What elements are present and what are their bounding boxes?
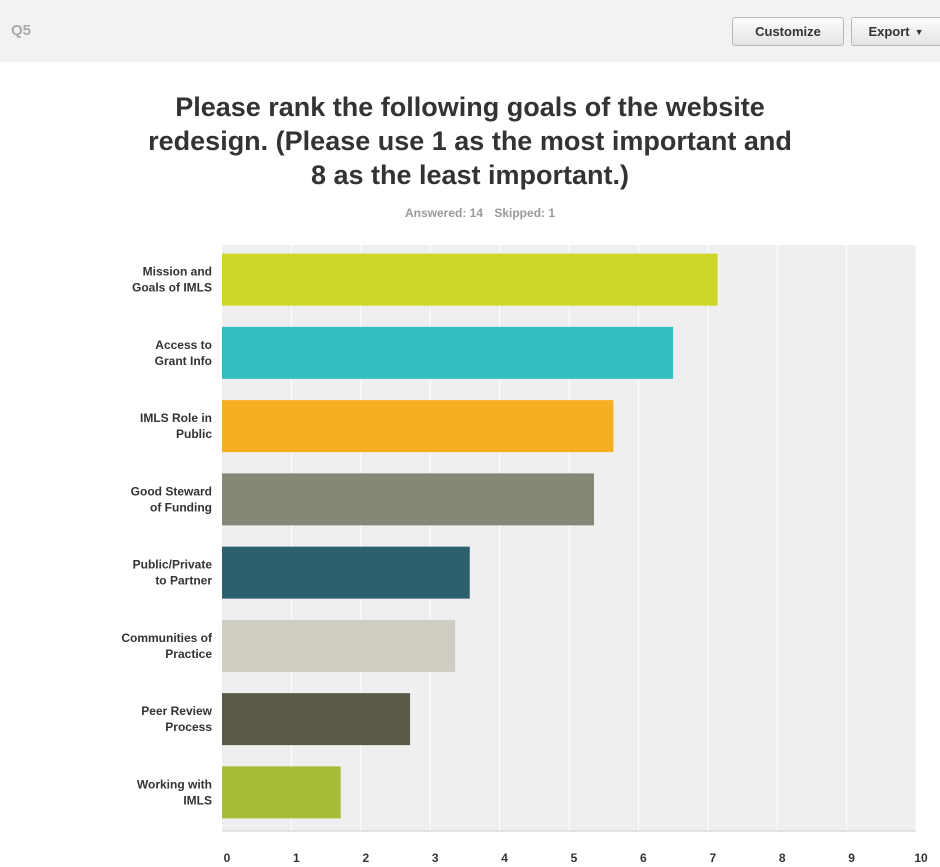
bar (222, 473, 594, 526)
category-label: to Partner (155, 574, 212, 588)
customize-button-label: Customize (755, 24, 821, 39)
bar (222, 326, 674, 379)
x-tick-label: 9 (848, 851, 855, 865)
x-tick-label: 3 (432, 851, 439, 865)
bar (222, 253, 718, 306)
category-label: Access to (155, 338, 212, 352)
category-label: Grant Info (155, 354, 212, 368)
x-tick-label: 2 (362, 851, 369, 865)
x-tick-label: 4 (501, 851, 508, 865)
question-header-bar: Q5 Customize Export ▼ (0, 0, 940, 62)
bar (222, 619, 456, 672)
question-number: Q5 (11, 22, 32, 39)
chart-title: Please rank the following goals of the w… (148, 92, 792, 190)
x-tick-label: 1 (293, 851, 300, 865)
export-button[interactable]: Export ▼ (851, 17, 940, 46)
answered-count: Answered: 14 (404, 206, 483, 220)
category-label: IMLS Role in (140, 411, 212, 425)
category-label: Practice (165, 647, 212, 661)
category-label: Peer Review (141, 704, 212, 718)
export-button-label: Export (868, 24, 910, 39)
category-label: Mission and (143, 265, 212, 279)
x-tick-label: 10 (914, 851, 928, 865)
x-tick-label: 5 (571, 851, 578, 865)
category-label: Communities of (121, 631, 213, 645)
category-label: Good Steward (131, 484, 212, 498)
category-label: Process (165, 720, 212, 734)
response-stats: Answered: 14 Skipped: 1 (0, 206, 940, 220)
category-label: Goals of IMLS (132, 281, 212, 295)
category-label: IMLS (183, 793, 212, 807)
customize-button[interactable]: Customize (732, 17, 844, 46)
category-label: Working with (137, 777, 212, 791)
bar (222, 766, 341, 819)
skipped-count: Skipped: 1 (494, 206, 556, 220)
x-tick-label: 7 (709, 851, 716, 865)
chevron-down-icon: ▼ (914, 26, 924, 37)
x-tick-label: 8 (779, 851, 786, 865)
x-tick-label: 6 (640, 851, 647, 865)
category-label: of Funding (150, 500, 212, 514)
category-label: Public/Private (133, 558, 213, 572)
x-tick-label: 0 (224, 851, 231, 865)
bar (222, 546, 470, 599)
category-label: Public (176, 427, 212, 441)
bar (222, 400, 614, 453)
bar (222, 693, 411, 746)
